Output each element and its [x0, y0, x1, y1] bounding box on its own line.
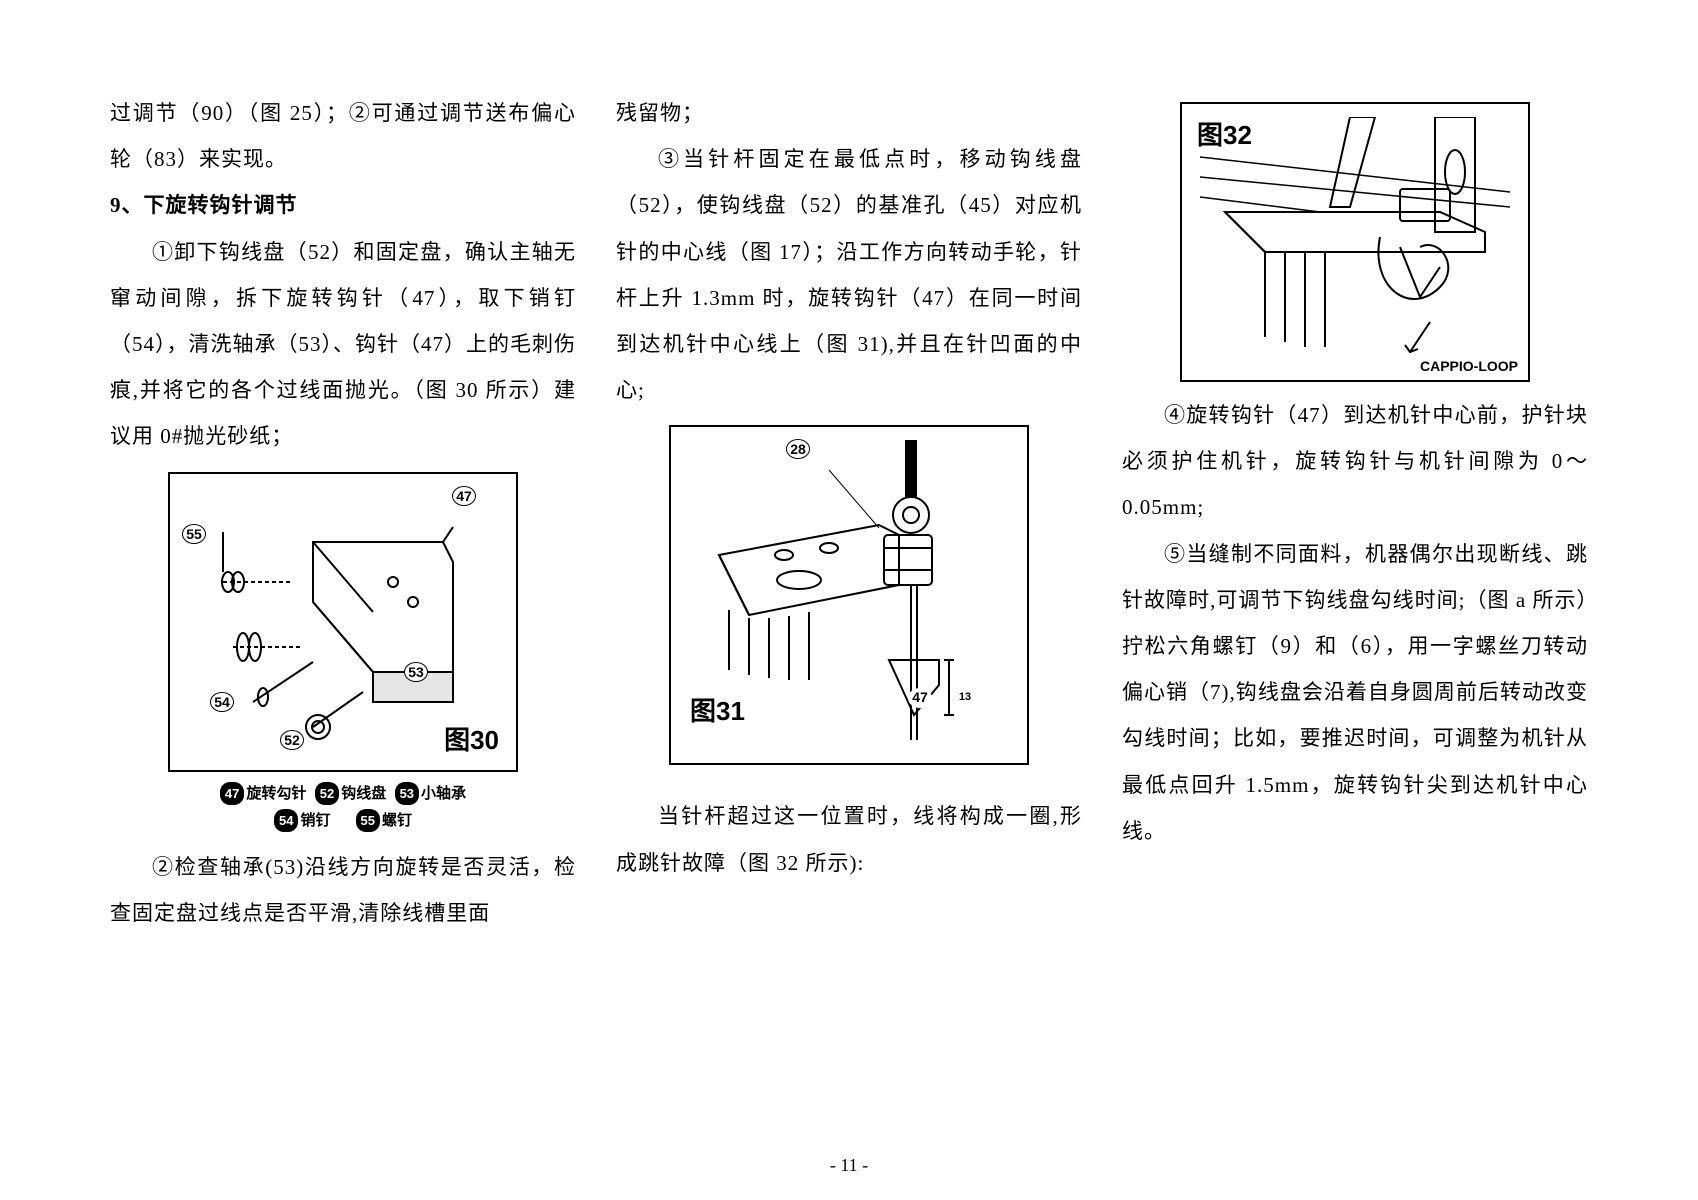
figure-30: 55 47 54 53 52 图30 [168, 472, 518, 772]
caption-pill: 52 [315, 782, 339, 805]
content-columns: 过调节（90）（图 25）；②可通过调节送布偏心轮（83）来实现。 9、下旋转钩… [110, 90, 1588, 1090]
figure-31: 28 47 13 图31 [669, 425, 1029, 765]
paragraph: 过调节（90）（图 25）；②可通过调节送布偏心轮（83）来实现。 [110, 90, 576, 182]
figure-31-label: 图31 [687, 690, 748, 729]
paragraph: ②检查轴承(53)沿线方向旋转是否灵活，检查固定盘过线点是否平滑,清除线槽里面 [110, 844, 576, 936]
column-2: 残留物； ③当针杆固定在最低点时，移动钩线盘（52），使钩线盘（52）的基准孔（… [616, 90, 1082, 1090]
paragraph: ⑤当缝制不同面料，机器偶尔出现断线、跳针故障时,可调节下钩线盘勾线时间;（图 a… [1122, 531, 1588, 854]
figure-32-label: 图32 [1194, 114, 1255, 153]
paragraph: ①卸下钩线盘（52）和固定盘，确认主轴无窜动间隙，拆下旋转钩针（47），取下销钉… [110, 229, 576, 460]
caption-text: 销钉 [300, 812, 330, 829]
caption-pill: 47 [220, 782, 244, 805]
figure-32: 图32 CAPPIO-LOOP [1180, 102, 1530, 382]
callout-47: 47 [452, 486, 476, 506]
caption-text: 钩线盘 [341, 785, 386, 802]
callout-52: 52 [280, 730, 304, 750]
caption-pill: 53 [395, 782, 419, 805]
caption-text: 小轴承 [421, 785, 466, 802]
caption-pill: 54 [274, 809, 298, 832]
column-3: 图32 CAPPIO-LOOP ④旋转钩针（47）到达机针中心前，护针块必须护住… [1122, 90, 1588, 1090]
callout-55: 55 [182, 524, 206, 544]
caption-text: 螺钉 [382, 812, 412, 829]
page-number: - 11 - [0, 1155, 1698, 1176]
section-heading: 9、下旋转钩针调节 [110, 182, 576, 228]
paragraph: ③当针杆固定在最低点时，移动钩线盘（52），使钩线盘（52）的基准孔（45）对应… [616, 136, 1082, 413]
fig30-diagram-icon [193, 492, 493, 752]
paragraph: 当针杆超过这一位置时，线将构成一圈,形成跳针故障（图 32 所示): [616, 793, 1082, 885]
figure-30-caption: 47旋转勾针 52钩线盘 53小轴承 54销钉 55螺钉 [110, 780, 576, 834]
figure-30-label: 图30 [441, 719, 502, 758]
callout-53: 53 [404, 662, 428, 682]
caption-pill: 55 [356, 809, 380, 832]
fig32-diagram-icon [1200, 117, 1510, 367]
caption-text: 旋转勾针 [246, 785, 306, 802]
paragraph: 残留物； [616, 90, 1082, 136]
cappio-loop-label: CAPPIO-LOOP [1420, 358, 1518, 374]
callout-54: 54 [210, 692, 234, 712]
paragraph: ④旋转钩针（47）到达机针中心前，护针块必须护住机针，旋转钩针与机针间隙为 0～… [1122, 392, 1588, 531]
column-1: 过调节（90）（图 25）；②可通过调节送布偏心轮（83）来实现。 9、下旋转钩… [110, 90, 576, 1090]
